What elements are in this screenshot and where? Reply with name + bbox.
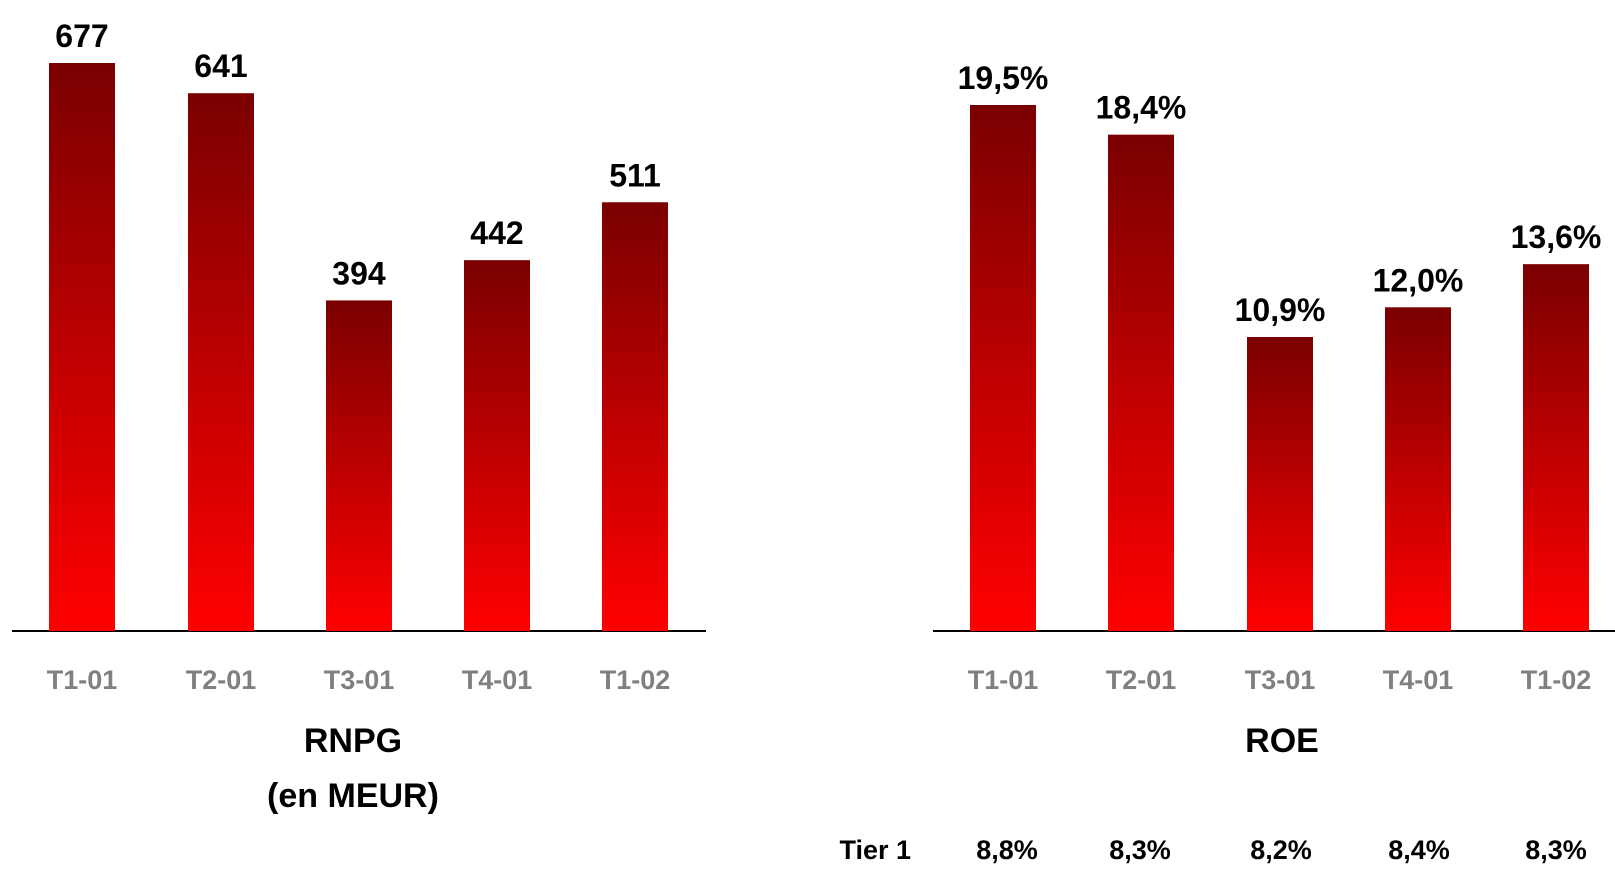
rnpg-value-label: 442 (470, 215, 523, 251)
roe-value-label: 19,5% (958, 60, 1049, 96)
rnpg-category-label: T1-02 (600, 665, 671, 695)
roe-bar-t1-01 (970, 105, 1036, 631)
tier1-value: 8,2% (1250, 835, 1312, 865)
rnpg-category-label: T2-01 (186, 665, 257, 695)
rnpg-chart-subtitle: (en MEUR) (267, 777, 439, 815)
roe-bars: 19,5% T1-01 18,4% T2-01 10,9% T3-01 12,0% T4-01… (958, 60, 1602, 695)
roe-bar-t4-01 (1385, 307, 1451, 631)
roe-category-label: T4-01 (1383, 665, 1454, 695)
tier1-value: 8,3% (1109, 835, 1171, 865)
rnpg-value-label: 641 (194, 48, 247, 84)
roe-chart: 19,5% T1-01 18,4% T2-01 10,9% T3-01 12,0% T4-01… (933, 60, 1615, 760)
rnpg-bar-t1-01 (49, 63, 115, 631)
roe-category-label: T1-02 (1521, 665, 1592, 695)
rnpg-value-label: 394 (332, 255, 386, 291)
rnpg-bar-t4-01 (464, 260, 530, 631)
rnpg-bar-t3-01 (326, 300, 392, 631)
roe-value-label: 12,0% (1373, 262, 1464, 298)
roe-value-label: 18,4% (1096, 90, 1187, 126)
rnpg-bar-t2-01 (188, 93, 254, 631)
rnpg-chart: 677 T1-01 641 T2-01 394 T3-01 442 T4-01 511 T1-02… (12, 18, 706, 815)
roe-value-label: 13,6% (1511, 219, 1602, 255)
roe-category-label: T1-01 (968, 665, 1039, 695)
tier1-value: 8,4% (1388, 835, 1450, 865)
roe-category-label: T3-01 (1245, 665, 1316, 695)
rnpg-category-label: T3-01 (324, 665, 395, 695)
tier1-label: Tier 1 (839, 835, 911, 865)
rnpg-category-label: T4-01 (462, 665, 533, 695)
roe-bar-t1-02 (1523, 264, 1589, 631)
roe-value-label: 10,9% (1235, 292, 1326, 328)
rnpg-chart-title: RNPG (304, 722, 402, 760)
tier1-value: 8,8% (976, 835, 1038, 865)
tier1-values: 8,8% 8,3% 8,2% 8,4% 8,3% (976, 835, 1587, 865)
tier1-value: 8,3% (1525, 835, 1587, 865)
tier1-row: Tier 1 8,8% 8,3% 8,2% 8,4% 8,3% (839, 835, 1586, 865)
rnpg-value-label: 511 (609, 157, 661, 193)
rnpg-value-label: 677 (55, 18, 108, 54)
rnpg-category-label: T1-01 (47, 665, 118, 695)
roe-category-label: T2-01 (1106, 665, 1177, 695)
rnpg-bars: 677 T1-01 641 T2-01 394 T3-01 442 T4-01 511 T1-02 (47, 18, 671, 695)
rnpg-bar-t1-02 (602, 202, 668, 632)
roe-bar-t2-01 (1108, 134, 1174, 631)
roe-chart-title: ROE (1245, 722, 1319, 760)
roe-bar-t3-01 (1247, 336, 1313, 631)
